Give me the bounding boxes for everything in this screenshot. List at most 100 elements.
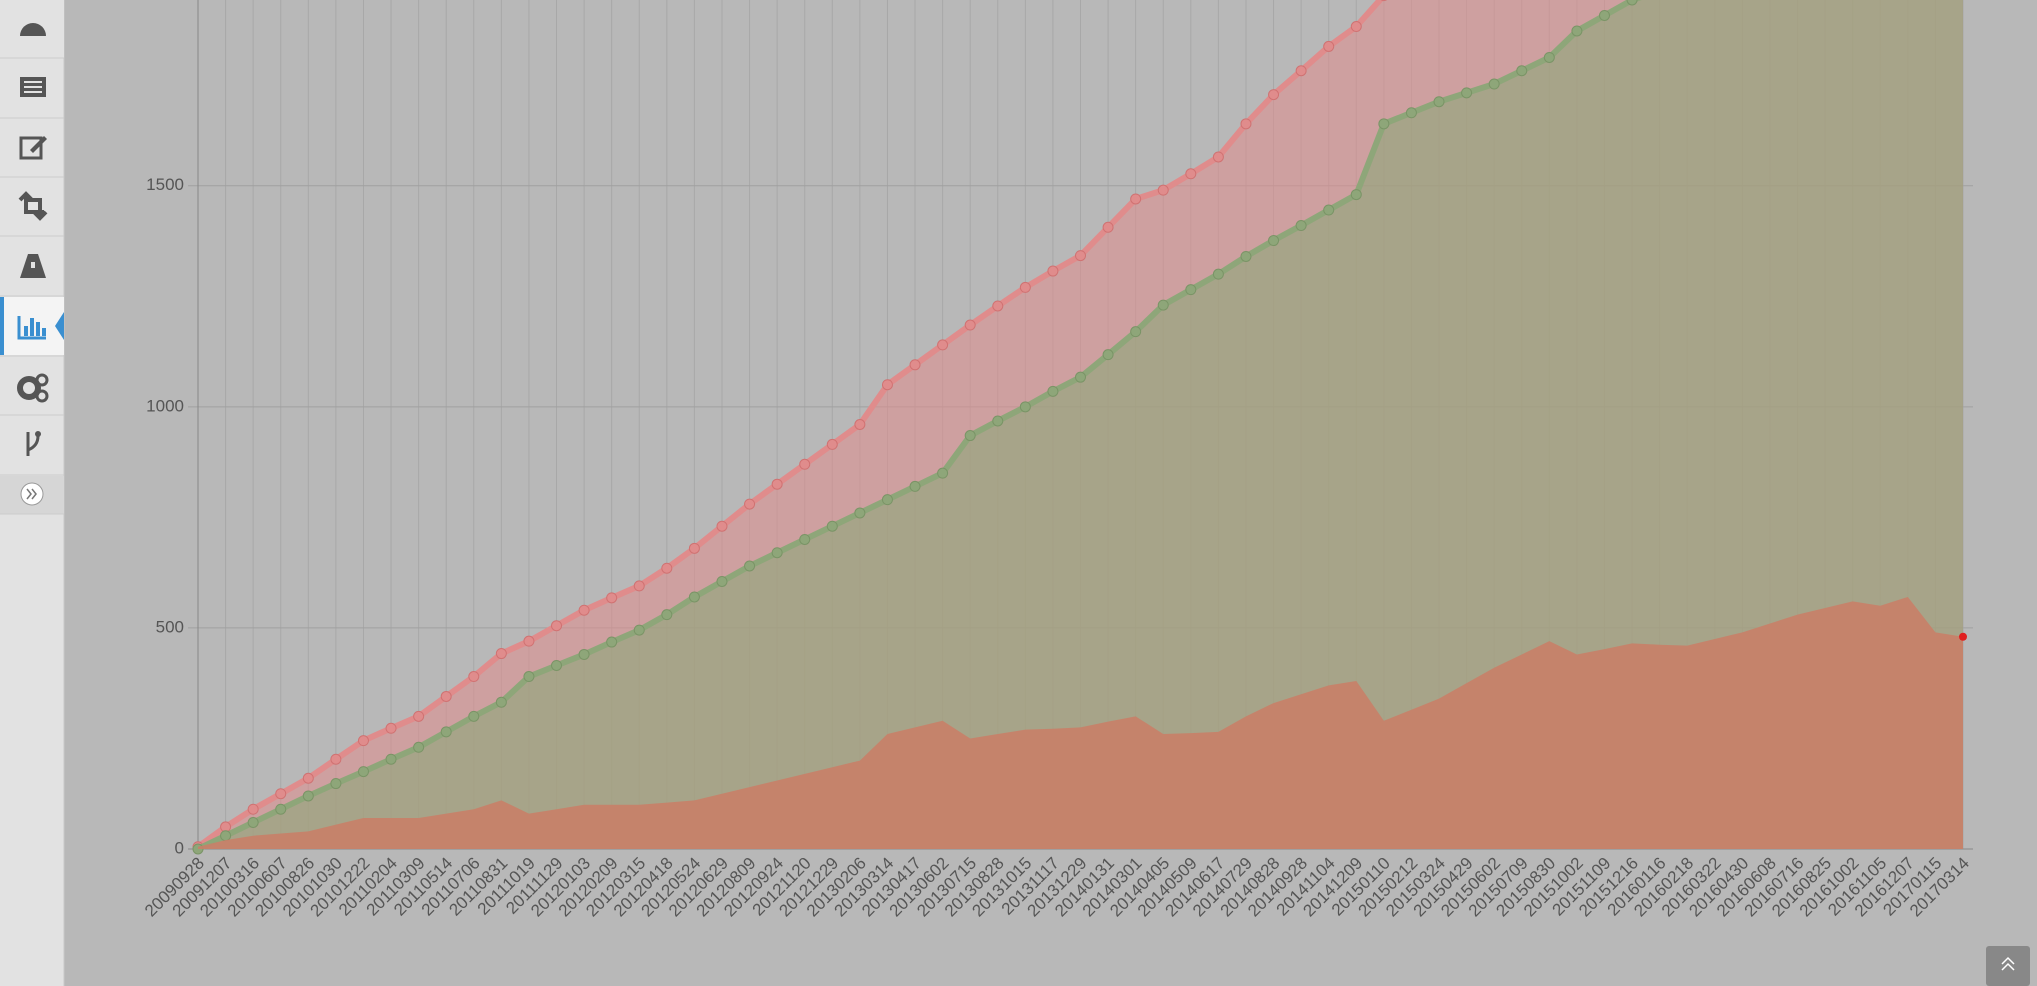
series-point	[357, 766, 369, 778]
series-point	[302, 790, 314, 802]
series-point	[1571, 25, 1583, 37]
series-point	[661, 609, 673, 621]
series-point	[909, 480, 921, 492]
series-point	[413, 710, 425, 722]
series-point	[1488, 78, 1500, 90]
y-tick-label: 0	[175, 838, 184, 857]
nav-branch[interactable]	[26, 431, 41, 456]
nav-list[interactable]	[20, 77, 46, 97]
series-point	[881, 494, 893, 506]
series-point	[330, 778, 342, 790]
series-point	[1378, 118, 1390, 130]
series-point	[909, 359, 921, 371]
series-point	[468, 671, 480, 683]
series-point	[744, 560, 756, 572]
sidebar	[0, 0, 65, 986]
series-point	[1598, 9, 1610, 21]
series-point	[799, 533, 811, 545]
series-point	[1323, 40, 1335, 52]
series-point	[330, 753, 342, 765]
series-point	[1075, 250, 1086, 262]
series-point	[1075, 371, 1086, 383]
series-point	[992, 415, 1004, 427]
series-point	[1268, 89, 1280, 101]
series-point	[1350, 21, 1362, 33]
series-point	[275, 803, 287, 815]
series-point	[1047, 265, 1059, 277]
series-point	[440, 726, 452, 738]
series-point	[523, 671, 535, 683]
series-point	[385, 753, 397, 765]
series-point	[854, 419, 866, 430]
nav-road[interactable]	[20, 254, 46, 278]
series-point	[633, 580, 645, 592]
sidebar-toggle[interactable]	[0, 476, 64, 514]
series-point	[1240, 118, 1252, 130]
series-point	[1405, 107, 1417, 119]
series-point	[881, 379, 893, 391]
nav-dashboard[interactable]	[0, 0, 64, 58]
nav-edit[interactable]	[19, 136, 47, 160]
series-point	[551, 659, 563, 671]
series-layer	[192, 0, 1967, 855]
series-point	[661, 562, 673, 574]
series-point	[1295, 220, 1307, 232]
series-point	[1185, 284, 1197, 296]
series-point	[799, 458, 811, 470]
series-point	[964, 430, 976, 442]
series-point	[1461, 87, 1473, 99]
series-point	[688, 591, 700, 603]
y-tick-label: 500	[156, 617, 184, 636]
series-point	[302, 772, 314, 784]
nav-settings[interactable]	[17, 373, 49, 403]
series-point	[964, 319, 976, 331]
series-point	[440, 690, 452, 702]
series-point	[1102, 349, 1114, 361]
series-point	[247, 803, 259, 815]
series-point	[1130, 193, 1142, 205]
series-point	[716, 575, 728, 587]
series-point	[716, 520, 728, 532]
series-point	[606, 636, 618, 648]
series-point	[771, 547, 783, 559]
series-point	[247, 816, 259, 828]
series-point	[1516, 65, 1528, 77]
series-point	[1212, 151, 1224, 163]
series-point	[1019, 281, 1031, 293]
series-point	[1102, 221, 1114, 233]
series-area	[198, 0, 1963, 849]
series-point	[495, 696, 507, 708]
y-tick-label: 1500	[146, 175, 184, 194]
series-point	[523, 635, 535, 647]
series-point	[744, 498, 756, 510]
series-area	[198, 596, 1963, 849]
series-point	[826, 520, 838, 532]
series-point	[1626, 0, 1638, 6]
series-point	[1268, 235, 1280, 247]
series-point	[220, 830, 232, 842]
series-end-point	[1959, 632, 1967, 641]
series-point	[468, 710, 480, 722]
series-point	[1295, 65, 1307, 77]
series-point	[854, 507, 866, 519]
series-point	[385, 722, 397, 734]
series-point	[1433, 96, 1445, 108]
y-tick-label: 1000	[146, 396, 184, 415]
series-point	[1323, 204, 1335, 216]
series-point	[1019, 401, 1031, 413]
series-point	[1157, 299, 1169, 311]
series-point	[937, 339, 949, 351]
nav-retweet[interactable]	[18, 191, 48, 221]
series-point	[1157, 184, 1169, 196]
series-point	[633, 624, 645, 636]
series-point	[771, 478, 783, 490]
series-point	[1047, 385, 1059, 397]
series-point	[1185, 168, 1197, 180]
series-point	[357, 735, 369, 747]
nav-charts-active[interactable]	[0, 297, 64, 355]
series-point	[1212, 268, 1224, 280]
series-point	[1240, 250, 1252, 262]
scroll-top-button[interactable]	[1986, 946, 2030, 986]
series-point	[937, 467, 949, 479]
